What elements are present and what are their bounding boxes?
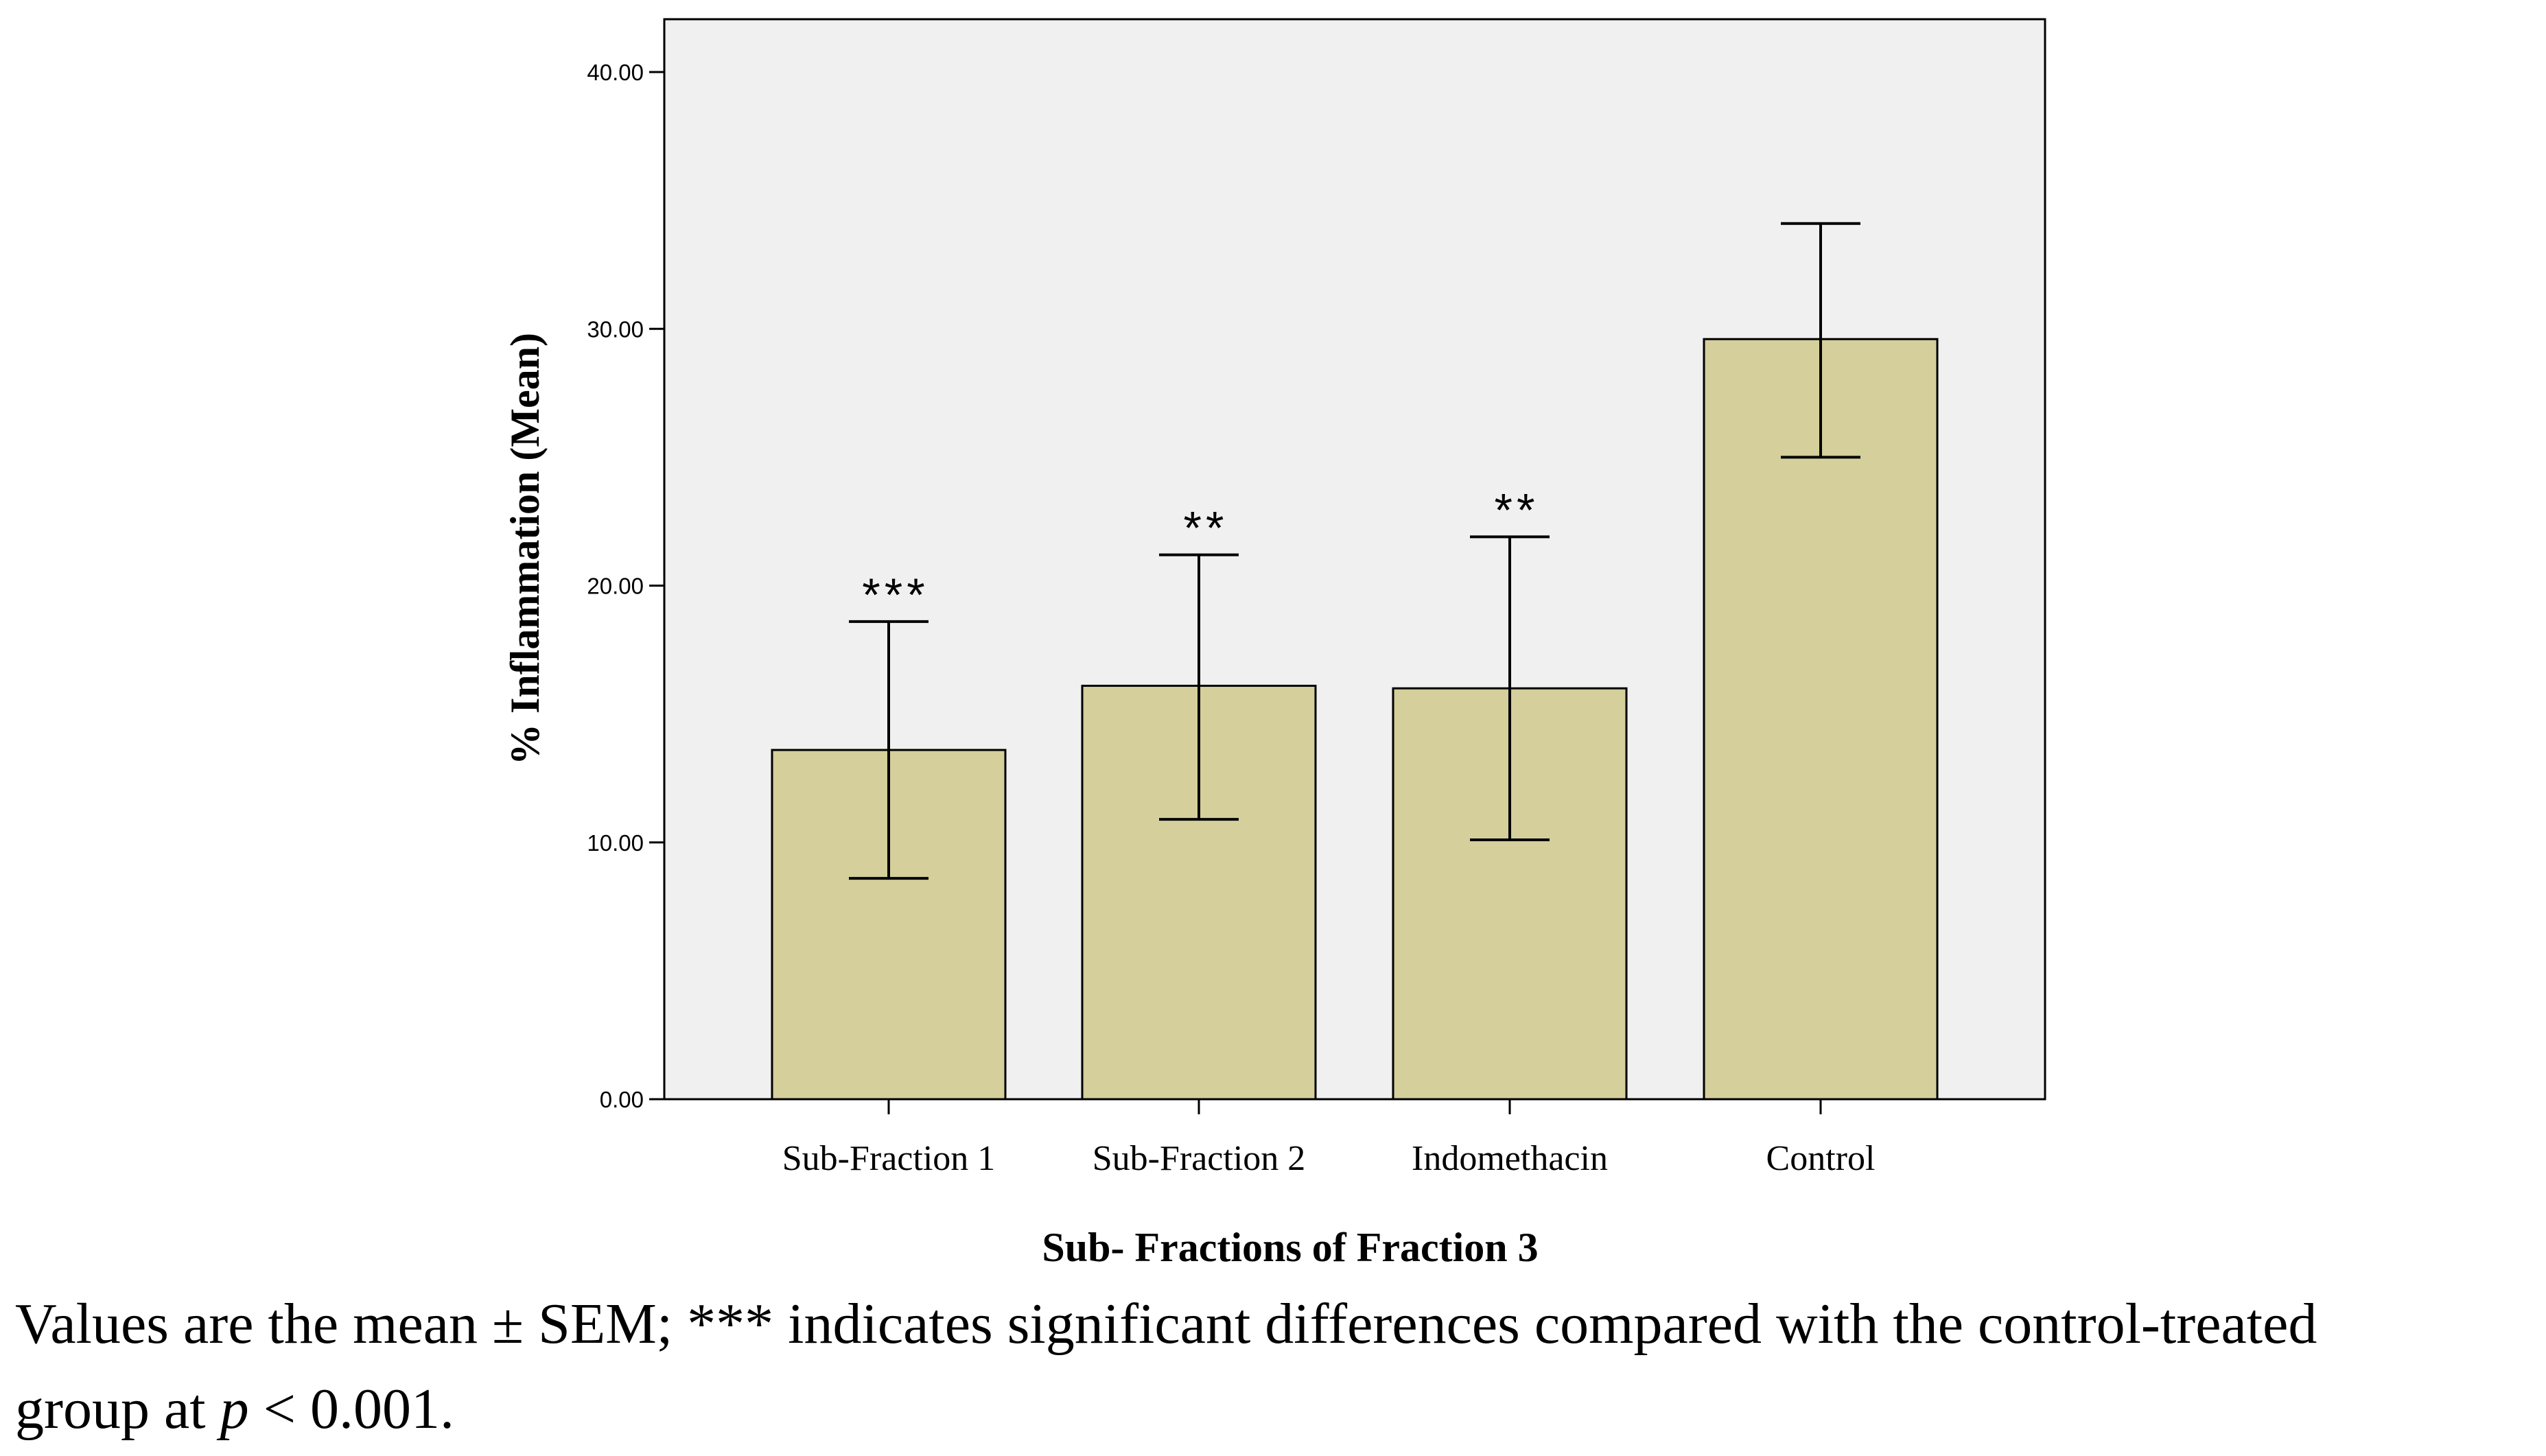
significance-label: *** bbox=[862, 569, 929, 621]
x-category-label: Indomethacin bbox=[1412, 1139, 1608, 1178]
caption-line-2-suffix: < 0.001. bbox=[248, 1377, 454, 1441]
figure-caption: Values are the mean ± SEM; *** indicates… bbox=[15, 1282, 2534, 1452]
caption-line-1: Values are the mean ± SEM; *** indicates… bbox=[15, 1292, 2317, 1356]
y-tick-label: 40.00 bbox=[587, 60, 644, 85]
caption-line-2-prefix: group at bbox=[15, 1377, 220, 1441]
y-axis-title: % Inflammation (Mean) bbox=[502, 333, 548, 765]
y-tick-label: 30.00 bbox=[587, 316, 644, 342]
y-tick-label: 0.00 bbox=[600, 1087, 644, 1112]
bar bbox=[1703, 338, 1939, 1101]
x-category-label: Control bbox=[1766, 1139, 1876, 1178]
x-axis-title: Sub- Fractions of Fraction 3 bbox=[1042, 1225, 1538, 1270]
x-category-label: Sub-Fraction 2 bbox=[1093, 1139, 1306, 1178]
bar-chart: % Inflammation (Mean) 0.00 10.00 20.00 30.0… bbox=[502, 18, 2046, 1270]
x-category-label: Sub-Fraction 1 bbox=[782, 1139, 996, 1178]
x-axis: Sub- Fractions of Fraction 3 Sub-Fractio… bbox=[782, 1099, 1876, 1270]
significance-label: ** bbox=[1495, 484, 1539, 536]
caption-p-symbol: p bbox=[220, 1377, 249, 1441]
y-tick-label: 10.00 bbox=[587, 830, 644, 856]
y-tick-label: 20.00 bbox=[587, 574, 644, 599]
significance-label: ** bbox=[1184, 502, 1228, 554]
y-axis: % Inflammation (Mean) 0.00 10.00 20.00 30.0… bbox=[502, 60, 664, 1112]
bars: ***** ** bbox=[771, 222, 1939, 1101]
